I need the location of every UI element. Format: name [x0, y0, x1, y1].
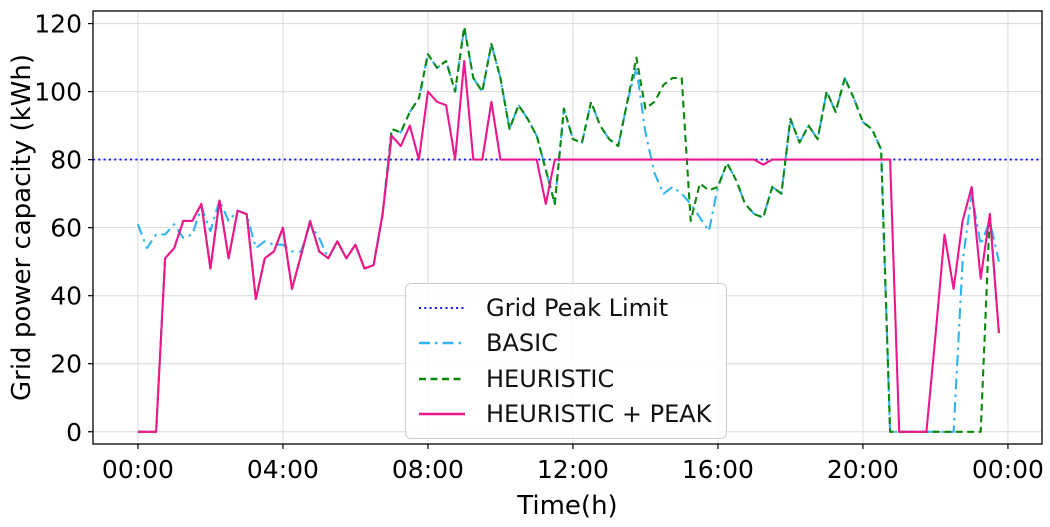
legend-label: Grid Peak Limit	[486, 293, 669, 322]
legend-item-basic: BASIC	[418, 331, 714, 355]
legend-line-sample-heuristic	[419, 377, 465, 380]
x-tick-label: 08:00	[392, 455, 464, 484]
x-tick-label: 16:00	[682, 455, 754, 484]
y-axis-label: Grid power capacity (kWh)	[7, 54, 37, 401]
y-tick-label: 120	[34, 10, 82, 39]
legend-label: HEURISTIC + PEAK	[486, 400, 712, 429]
x-axis-label: Time(h)	[516, 491, 617, 521]
series-line-basic	[136, 25, 1000, 433]
x-tick-label: 04:00	[247, 455, 319, 484]
y-tick-label: 0	[66, 418, 82, 447]
legend-line-sample-grid-peak-limit	[419, 306, 465, 309]
x-tick-label: 12:00	[537, 455, 609, 484]
x-tick-label: 20:00	[827, 455, 899, 484]
legend-line-sample-heuristic-peak	[419, 413, 465, 416]
y-tick-label: 80	[50, 146, 82, 175]
y-tick-label: 40	[50, 282, 82, 311]
legend-label: HEURISTIC	[486, 364, 615, 393]
legend-line-sample-basic	[419, 342, 465, 345]
legend-item-heuristic: HEURISTIC	[418, 367, 714, 391]
x-tick-label: 00:00	[972, 455, 1044, 484]
series-line-heuristic-peak	[137, 59, 1000, 433]
x-tick-label: 00:00	[102, 455, 174, 484]
legend-item-heuristic-peak: HEURISTIC + PEAK	[418, 402, 714, 426]
chart-legend: Grid Peak Limit BASIC HEURISTIC HEURISTI…	[405, 283, 727, 439]
legend-label: BASIC	[486, 329, 558, 358]
legend-item-grid-peak-limit: Grid Peak Limit	[418, 296, 714, 320]
y-tick-label: 60	[50, 214, 82, 243]
y-tick-label: 20	[50, 350, 82, 379]
y-tick-label: 100	[34, 78, 82, 107]
